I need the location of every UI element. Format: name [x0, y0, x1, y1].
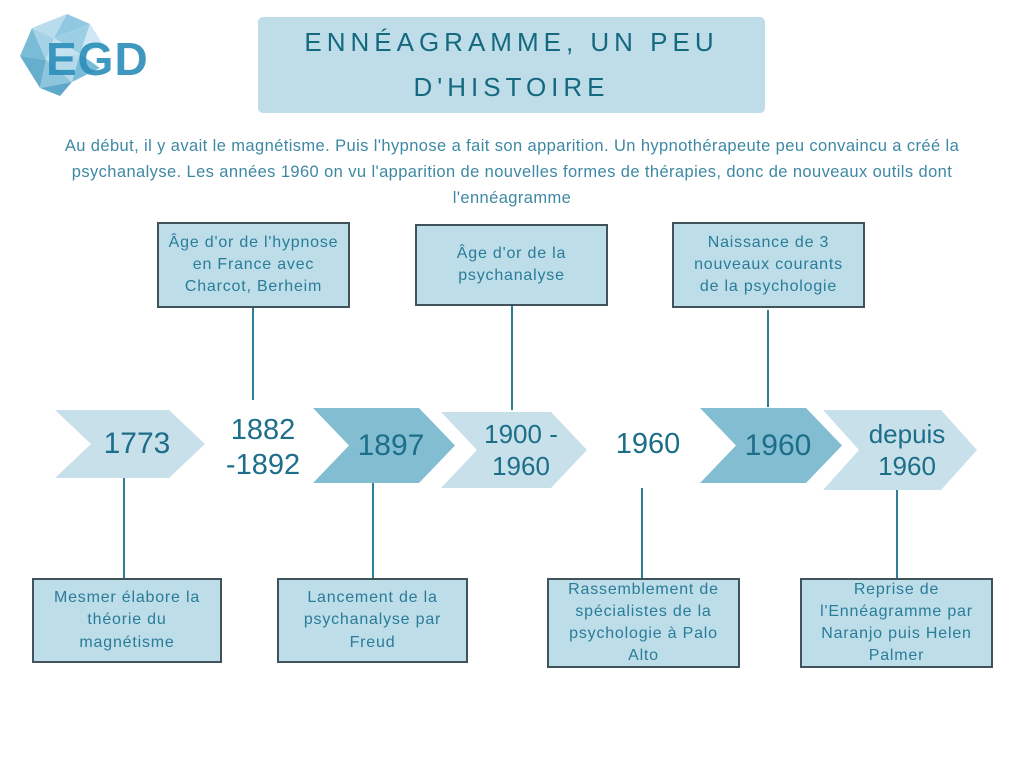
- timeline-label-1900-1960: 1900 - 1960: [484, 418, 558, 481]
- logo-crystal-icon: EGD: [20, 14, 149, 96]
- timeline-text-1960: 1960: [615, 427, 681, 460]
- egd-logo: EGD: [12, 8, 152, 100]
- bottom-box-freud: Lancement de la psychanalyse par Freud: [277, 578, 468, 663]
- connector-bottom-2: [372, 483, 374, 578]
- bottom-box-mesmer: Mesmer élabore la théorie du magnétisme: [32, 578, 222, 663]
- bottom-box-palo-alto-label: Rassemblement de spécialistes de la psyc…: [568, 580, 719, 665]
- timeline-arrow-1773: 1773: [55, 410, 205, 478]
- intro-paragraph: Au début, il y avait le magnétisme. Puis…: [64, 137, 960, 208]
- bottom-box-naranjo-palmer-label: Reprise de l'Ennéagramme par Naranjo pui…: [820, 580, 973, 665]
- timeline-label-1960: 1960: [744, 428, 812, 462]
- page-title-text: ENNÉAGRAMME, UN PEU D'HISTOIRE: [304, 26, 719, 103]
- top-box-psychanalyse: Âge d'or de la psychanalyse: [415, 224, 608, 306]
- top-box-hypnose: Âge d'or de l'hypnose en France avec Cha…: [157, 222, 350, 308]
- connector-bottom-3: [641, 488, 643, 578]
- bottom-box-freud-label: Lancement de la psychanalyse par Freud: [303, 589, 442, 651]
- connector-top-2: [511, 306, 513, 410]
- timeline-arrow-1960: 1960: [700, 408, 842, 483]
- timeline-label-1897: 1897: [357, 428, 425, 462]
- timeline-arrow-1897: 1897: [313, 408, 455, 483]
- page-title: ENNÉAGRAMME, UN PEU D'HISTOIRE: [258, 17, 765, 113]
- timeline-arrow-depuis-1960: depuis 1960: [823, 410, 977, 490]
- top-box-hypnose-label: Âge d'or de l'hypnose en France avec Cha…: [168, 233, 339, 296]
- timeline-text-1882-1892: 1882 -1892: [225, 414, 301, 481]
- connector-bottom-1: [123, 478, 125, 578]
- timeline-arrow-1900-1960: 1900 - 1960: [441, 412, 587, 488]
- bottom-box-mesmer-label: Mesmer élabore la théorie du magnétisme: [53, 589, 201, 651]
- bottom-box-palo-alto: Rassemblement de spécialistes de la psyc…: [547, 578, 740, 668]
- top-box-courants-label: Naissance de 3 nouveaux courants de la p…: [694, 233, 843, 296]
- bottom-box-naranjo-palmer: Reprise de l'Ennéagramme par Naranjo pui…: [800, 578, 993, 668]
- top-box-courants: Naissance de 3 nouveaux courants de la p…: [672, 222, 865, 308]
- connector-top-3: [767, 310, 769, 407]
- timeline-label-1773: 1773: [103, 427, 171, 460]
- timeline-label-depuis-1960: depuis 1960: [868, 418, 946, 481]
- connector-bottom-4: [896, 490, 898, 578]
- top-box-psychanalyse-label: Âge d'or de la psychanalyse: [456, 244, 567, 284]
- connector-top-1: [252, 308, 254, 400]
- logo-text: EGD: [46, 33, 149, 85]
